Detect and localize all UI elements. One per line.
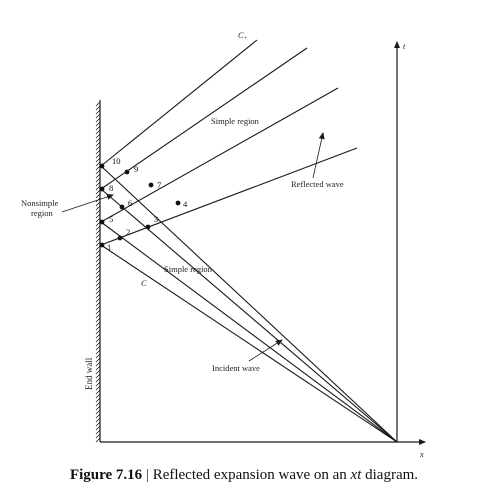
c-minus-label: C [141, 278, 147, 288]
end-wall-hatch [95, 100, 101, 443]
point-label-8: 8 [109, 183, 113, 193]
point-2 [117, 235, 123, 241]
incident-wave-arrow [248, 339, 283, 362]
incident-characteristics [100, 165, 398, 443]
c-plus-label: C+ [238, 30, 248, 42]
point-label-1: 1 [107, 242, 111, 252]
caption-figure-number: Figure 7.16 [69, 467, 143, 483]
point-10 [99, 163, 105, 169]
reflected-wave-label: Reflected wave [291, 179, 344, 189]
end-wall-label: End wall [84, 357, 94, 390]
incident-wave-label: Incident wave [212, 363, 260, 373]
point-7 [148, 182, 154, 188]
nonsimple-region-label-line1: Nonsimple [21, 198, 59, 208]
point-label-9: 9 [134, 164, 138, 174]
t-axis-label: t [403, 41, 406, 51]
point-3 [145, 224, 151, 230]
caption-text-after: diagram. [361, 467, 419, 483]
simple-region-top-label: Simple region [211, 116, 260, 126]
point-labels: 1 2 3 4 5 6 7 8 9 10 [107, 156, 188, 252]
point-label-6: 6 [128, 198, 132, 208]
intersection-points [99, 163, 181, 248]
point-label-10: 10 [112, 156, 121, 166]
point-4 [175, 200, 181, 206]
reflected-characteristics [100, 39, 358, 246]
x-axis-label: x [419, 449, 424, 459]
point-label-2: 2 [126, 227, 130, 237]
point-1 [99, 242, 105, 248]
point-8 [99, 186, 105, 192]
reflected-wave-arrow [312, 132, 325, 179]
point-9 [124, 169, 130, 175]
wave-diagram: 1 2 3 4 5 6 7 8 9 10 C+ t x Simple regio… [21, 30, 426, 459]
caption-text-italic: xt [350, 467, 362, 483]
point-label-3: 3 [154, 214, 158, 224]
simple-region-mid-label: Simple region [164, 264, 213, 274]
point-label-4: 4 [183, 199, 188, 209]
nonsimple-region-arrow [61, 194, 114, 213]
point-label-7: 7 [157, 180, 161, 190]
caption-separator: | [145, 467, 149, 483]
caption-text-before: Reflected expansion wave on an [152, 467, 351, 483]
point-6 [119, 204, 125, 210]
nonsimple-region-label-line2: region [31, 208, 53, 218]
point-5 [99, 219, 105, 225]
point-label-5: 5 [109, 214, 113, 224]
figure-caption: Figure 7.16 | Reflected expansion wave o… [0, 467, 488, 484]
